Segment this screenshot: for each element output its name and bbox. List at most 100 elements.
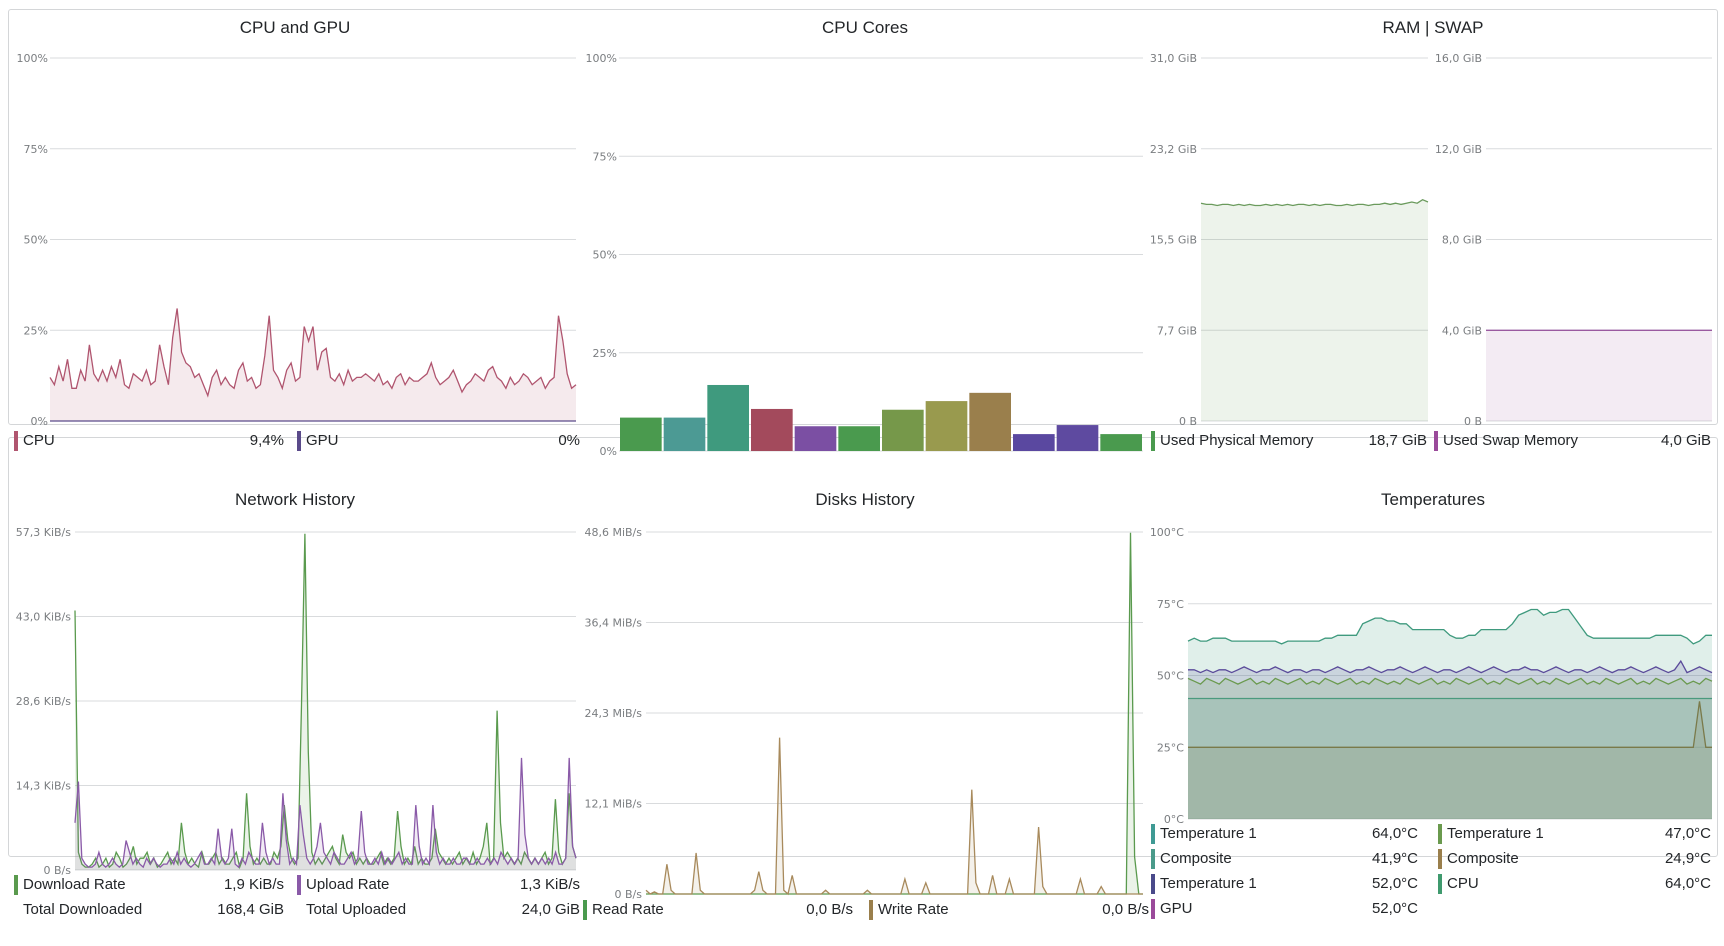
temperatures-title: Temperatures bbox=[1381, 490, 1485, 509]
legend-swatch bbox=[297, 875, 301, 895]
series-area-temperature-1 bbox=[1188, 661, 1712, 819]
legend-swatch bbox=[869, 900, 873, 920]
legend-value: 47,0°C bbox=[1664, 825, 1711, 842]
legend-item-gpu: GPU 0% bbox=[297, 430, 580, 452]
series-area-cpu bbox=[50, 308, 576, 421]
legend-swatch bbox=[297, 900, 301, 920]
legend-item-composite: Composite 24,9°C bbox=[1438, 848, 1711, 870]
y-tick-label: 25°C bbox=[1157, 741, 1184, 754]
y-tick-label: 23,2 GiB bbox=[1150, 143, 1197, 156]
legend-value: 64,0°C bbox=[1664, 875, 1711, 892]
y-tick-label: 0 B bbox=[1464, 415, 1482, 428]
y-tick-label: 75°C bbox=[1157, 598, 1184, 611]
swap-chart: 0 B 4,0 GiB 8,0 GiB 12,0 GiB 16,0 GiB bbox=[1435, 52, 1712, 428]
legend-value: 0,0 B/s bbox=[1102, 901, 1149, 918]
legend-item-composite: Composite 41,9°C bbox=[1151, 848, 1418, 870]
legend-swatch bbox=[1438, 849, 1442, 869]
ram-chart: 0 B 7,7 GiB 15,5 GiB 23,2 GiB 31,0 GiB bbox=[1150, 52, 1429, 428]
legend-label: CPU bbox=[23, 432, 55, 449]
y-tick-label: 0% bbox=[31, 415, 48, 428]
y-tick-label: 50% bbox=[24, 234, 48, 247]
legend-value: 52,0°C bbox=[1371, 900, 1418, 917]
cpu-core-bar bbox=[882, 409, 924, 451]
legend-swatch bbox=[297, 431, 301, 451]
y-tick-label: 57,3 KiB/s bbox=[16, 526, 72, 539]
legend-label: Composite bbox=[1160, 850, 1232, 867]
series-area-used-physical-memory bbox=[1201, 199, 1428, 421]
y-tick-label: 0°C bbox=[1164, 813, 1184, 826]
legend-swatch bbox=[14, 875, 18, 895]
legend-item-used-physical-memory: Used Physical Memory 18,7 GiB bbox=[1151, 430, 1427, 452]
cpu-cores-title: CPU Cores bbox=[822, 18, 908, 37]
y-tick-label: 0 B/s bbox=[615, 888, 643, 901]
legend-swatch bbox=[1151, 849, 1155, 869]
legend-label: Write Rate bbox=[878, 901, 949, 918]
y-tick-label: 100°C bbox=[1150, 526, 1184, 539]
legend-item-upload-rate: Upload Rate 1,3 KiB/s bbox=[297, 874, 580, 896]
legend-value: 4,0 GiB bbox=[1660, 432, 1711, 449]
y-tick-label: 0% bbox=[600, 445, 617, 458]
y-tick-label: 100% bbox=[17, 52, 48, 65]
cpu-core-bar bbox=[969, 392, 1011, 451]
legend-item-total-downloaded: Total Downloaded 168,4 GiB bbox=[14, 899, 284, 921]
series-area-composite bbox=[1188, 698, 1712, 819]
series-line-download-rate bbox=[74, 533, 577, 870]
cpu-core-bar bbox=[620, 417, 662, 451]
series-area-temperature-1 bbox=[1188, 678, 1712, 819]
series-area-temperature-1 bbox=[1188, 609, 1712, 819]
series-line-temperature-1 bbox=[1188, 659, 1713, 674]
legend-label: Download Rate bbox=[23, 876, 126, 893]
legend-value: 18,7 GiB bbox=[1368, 432, 1427, 449]
legend-swatch bbox=[1434, 431, 1438, 451]
legend-item-temperature-1: Temperature 1 52,0°C bbox=[1151, 873, 1418, 895]
legend-value: 24,9°C bbox=[1664, 850, 1711, 867]
legend-swatch bbox=[1438, 874, 1442, 894]
legend-label: Total Downloaded bbox=[23, 901, 143, 918]
y-tick-label: 12,1 MiB/s bbox=[584, 798, 642, 811]
series-area-used-swap-memory bbox=[1486, 330, 1712, 421]
legend-item-download-rate: Download Rate 1,9 KiB/s bbox=[14, 874, 284, 896]
y-tick-label: 8,0 GiB bbox=[1442, 234, 1482, 247]
legend-label: Composite bbox=[1447, 850, 1519, 867]
legend-value: 168,4 GiB bbox=[217, 901, 284, 918]
temps-chart: 0°C 25°C 50°C 75°C 100°C bbox=[1150, 526, 1713, 826]
legend-label: Used Swap Memory bbox=[1443, 432, 1579, 449]
cpu-core-bar bbox=[1056, 425, 1099, 451]
legend-value: 0% bbox=[558, 432, 580, 449]
y-tick-label: 0 B bbox=[1179, 415, 1197, 428]
cpu-gpu-title: CPU and GPU bbox=[239, 18, 351, 37]
legend-label: Upload Rate bbox=[306, 876, 390, 893]
series-area-upload-rate bbox=[75, 757, 576, 870]
y-tick-label: 50°C bbox=[1157, 670, 1184, 683]
legend-item-read-rate: Read Rate 0,0 B/s bbox=[583, 899, 853, 921]
legend-value: 24,0 GiB bbox=[521, 901, 580, 918]
legend-label: Temperature 1 bbox=[1447, 825, 1544, 842]
cpu-core-bar bbox=[751, 408, 793, 451]
cpu-gpu-chart: 0% 25% 50% 75% 100% bbox=[17, 52, 577, 428]
y-tick-label: 75% bbox=[593, 150, 617, 163]
y-tick-label: 16,0 GiB bbox=[1435, 52, 1482, 65]
cpu-core-bar bbox=[1100, 434, 1142, 451]
legend-swatch bbox=[1151, 824, 1155, 844]
y-tick-label: 7,7 GiB bbox=[1157, 324, 1197, 337]
legend-label: Used Physical Memory bbox=[1160, 432, 1314, 449]
y-tick-label: 28,6 KiB/s bbox=[16, 695, 72, 708]
cpu-core-bar bbox=[838, 426, 880, 451]
legend-label: CPU bbox=[1447, 875, 1479, 892]
y-tick-label: 25% bbox=[24, 324, 48, 337]
legend-item-gpu: GPU 52,0°C bbox=[1151, 898, 1418, 920]
legend-swatch bbox=[1151, 874, 1155, 894]
legend-value: 9,4% bbox=[249, 432, 284, 449]
legend-label: Temperature 1 bbox=[1160, 875, 1257, 892]
legend-swatch bbox=[1438, 824, 1442, 844]
series-line-write-rate bbox=[645, 737, 1143, 896]
legend-item-temperature-1: Temperature 1 64,0°C bbox=[1151, 823, 1418, 845]
legend-swatch bbox=[1151, 431, 1155, 451]
legend-swatch bbox=[583, 900, 587, 920]
series-line-used-physical-memory bbox=[1200, 198, 1429, 207]
legend-value: 1,9 KiB/s bbox=[223, 876, 284, 893]
y-tick-label: 48,6 MiB/s bbox=[584, 526, 642, 539]
network-title: Network History bbox=[235, 490, 355, 509]
series-area-composite bbox=[1188, 701, 1712, 819]
legend-label: GPU bbox=[306, 432, 339, 449]
